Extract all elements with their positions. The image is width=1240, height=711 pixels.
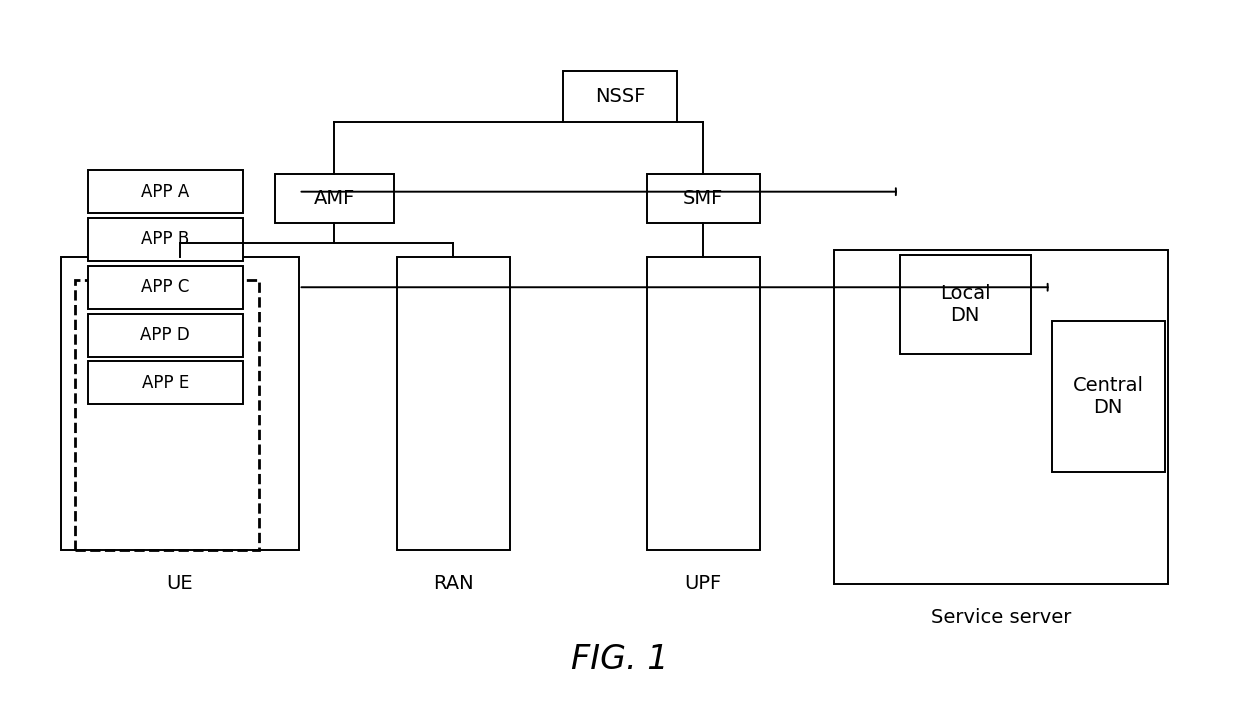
Bar (88, 266, 243, 309)
Bar (88, 314, 243, 356)
Bar (275, 174, 394, 223)
Text: UE: UE (166, 574, 193, 593)
Bar (88, 361, 243, 405)
Text: Central
DN: Central DN (1073, 376, 1143, 417)
Bar (88, 170, 243, 213)
Bar (397, 257, 510, 550)
Bar (647, 174, 760, 223)
Text: APP B: APP B (141, 230, 190, 248)
Text: SMF: SMF (683, 189, 723, 208)
Text: APP A: APP A (141, 183, 190, 201)
Text: Local
DN: Local DN (940, 284, 991, 325)
Bar (563, 70, 677, 122)
Bar (835, 250, 1168, 584)
Text: AMF: AMF (314, 189, 355, 208)
Text: RAN: RAN (433, 574, 474, 593)
Bar (74, 280, 259, 550)
Text: FIG. 1: FIG. 1 (572, 643, 668, 676)
Bar (88, 218, 243, 261)
Text: APP E: APP E (141, 374, 188, 392)
Bar (61, 257, 299, 550)
Bar (1052, 321, 1164, 471)
Text: APP D: APP D (140, 326, 190, 344)
Bar (647, 257, 760, 550)
Text: Service server: Service server (931, 608, 1071, 627)
Text: UPF: UPF (684, 574, 722, 593)
Bar (900, 255, 1030, 354)
Text: NSSF: NSSF (595, 87, 645, 106)
Text: APP C: APP C (141, 278, 190, 296)
